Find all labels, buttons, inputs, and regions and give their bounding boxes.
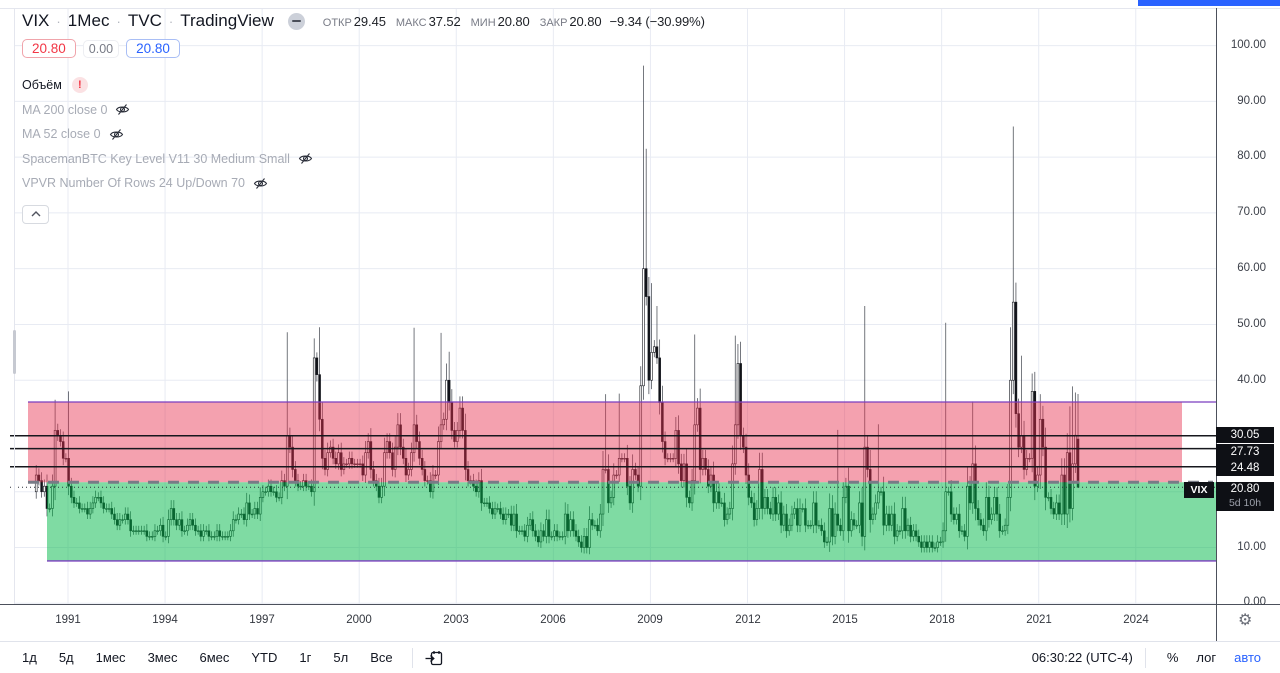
year-tick: 2021	[1026, 614, 1052, 626]
timeframe-label[interactable]: 1Мес	[67, 11, 110, 30]
provider-label[interactable]: TradingView	[180, 11, 274, 30]
open-value: 29.45	[353, 13, 386, 29]
close-value: 20.80	[569, 13, 602, 29]
indicator-label: Объём	[22, 78, 62, 93]
indicator-row-ma200[interactable]: MA 200 close 0	[22, 98, 705, 123]
price-tick: 80.00	[1237, 150, 1266, 162]
ohlc-values: ОТКР 29.45 МАКС 37.52 МИН 20.80 ЗАКР 20.80 −…	[323, 14, 705, 29]
buy-price-button[interactable]: 20.80	[126, 39, 180, 58]
price-tick: 90.00	[1237, 95, 1266, 107]
key-level-label: 30.05	[1216, 427, 1274, 443]
session-clock[interactable]: 06:30:22 (UTC-4)	[1031, 650, 1133, 665]
year-tick: 1997	[249, 614, 275, 626]
year-tick: 2012	[735, 614, 761, 626]
price-scale-settings-gear-icon[interactable]: ⚙	[1238, 612, 1253, 629]
range-3m-button[interactable]: 3мес	[147, 650, 178, 665]
open-label: ОТКР	[322, 16, 352, 29]
collapse-legend-icon[interactable]	[287, 12, 305, 30]
separator-dot: ·	[168, 13, 174, 29]
eye-hidden-icon[interactable]	[115, 102, 130, 117]
support-zone-overlay	[47, 482, 1217, 561]
indicator-row-volume[interactable]: Объём !	[22, 73, 705, 98]
go-to-date-button[interactable]	[421, 646, 447, 670]
exchange-label[interactable]: TVC	[127, 11, 162, 30]
high-label: МАКС	[395, 16, 427, 29]
year-tick: 2018	[929, 614, 955, 626]
low-value: 20.80	[497, 13, 530, 29]
indicator-label: VPVR Number Of Rows 24 Up/Down 70	[22, 176, 246, 191]
price-tick: 40.00	[1237, 374, 1266, 386]
year-tick: 2024	[1123, 614, 1149, 626]
high-value: 37.52	[428, 13, 461, 29]
eye-hidden-icon[interactable]	[109, 127, 124, 142]
year-tick: 2006	[540, 614, 566, 626]
toolbar-divider	[1144, 647, 1146, 668]
year-tick: 2000	[346, 614, 372, 626]
change-value: −9.34 (−30.99%)	[609, 13, 705, 29]
indicator-label: MA 52 close 0	[22, 127, 101, 142]
auto-scale-button[interactable]: авто	[1234, 650, 1261, 665]
price-tick: 10.00	[1237, 541, 1266, 553]
chart-legend: VIX · 1Мес · TVC · TradingView ОТКР 29.45…	[22, 10, 705, 224]
last-price-label: 20.80 5d 10h	[1216, 482, 1274, 511]
close-label: ЗАКР	[539, 16, 568, 29]
indicator-label: SpacemanBTC Key Level V11 30 Medium Smal…	[22, 151, 290, 166]
eye-hidden-icon[interactable]	[298, 151, 313, 166]
range-5y-button[interactable]: 5л	[333, 650, 349, 665]
indicator-row-vpvr[interactable]: VPVR Number Of Rows 24 Up/Down 70	[22, 171, 705, 196]
low-label: МИН	[470, 16, 496, 29]
symbol-title[interactable]: VIX	[22, 11, 50, 30]
spread-value: 0.00	[82, 39, 120, 58]
toolbar-divider	[411, 647, 413, 668]
range-1m-button[interactable]: 1мес	[95, 650, 126, 665]
price-tick: 50.00	[1237, 318, 1266, 330]
range-all-button[interactable]: Все	[370, 650, 393, 665]
volume-error-icon[interactable]: !	[71, 77, 88, 94]
year-tick: 2009	[637, 614, 663, 626]
indicator-row-keylevel[interactable]: SpacemanBTC Key Level V11 30 Medium Smal…	[22, 147, 705, 172]
range-1y-button[interactable]: 1г	[299, 650, 312, 665]
last-price-value: 20.80	[1230, 483, 1260, 495]
indicator-label: MA 200 close 0	[22, 102, 108, 117]
year-tick: 1994	[152, 614, 178, 626]
price-tick: 0.00	[1243, 596, 1266, 608]
sell-price-button[interactable]: 20.80	[22, 39, 76, 58]
range-1d-button[interactable]: 1д	[22, 650, 37, 665]
indicator-row-ma52[interactable]: MA 52 close 0	[22, 122, 705, 147]
price-tick: 100.00	[1230, 39, 1266, 51]
separator-dot: ·	[56, 13, 61, 29]
key-level-label: 24.48	[1216, 460, 1274, 476]
year-tick: 2015	[832, 614, 858, 626]
resistance-zone-overlay	[28, 401, 1182, 483]
price-tick: 60.00	[1237, 262, 1266, 274]
calendar-arrow-icon	[425, 650, 442, 665]
eye-hidden-icon[interactable]	[253, 176, 268, 191]
left-panel-resize-handle[interactable]	[13, 330, 16, 374]
log-scale-button[interactable]: лог	[1196, 650, 1217, 665]
range-6m-button[interactable]: 6мес	[199, 650, 230, 665]
price-tick: 70.00	[1237, 206, 1266, 218]
separator-dot: ·	[116, 13, 121, 29]
year-tick: 2003	[443, 614, 469, 626]
chevron-up-icon	[31, 211, 40, 217]
bottom-toolbar: 1д 5д 1мес 3мес 6мес YTD 1г 5л Все 06:30…	[0, 641, 1280, 673]
range-ytd-button[interactable]: YTD	[251, 650, 278, 665]
collapse-indicators-button[interactable]	[22, 204, 49, 224]
top-loading-bar	[1138, 0, 1280, 6]
chart-frame	[0, 8, 1280, 641]
key-level-label: 27.73	[1216, 444, 1274, 460]
last-price-symbol-tag: VIX	[1184, 482, 1214, 498]
percent-scale-button[interactable]: %	[1166, 650, 1179, 665]
year-tick: 1991	[55, 614, 81, 626]
bar-countdown: 5d 10h	[1228, 497, 1262, 509]
key-level-lines	[10, 401, 1216, 562]
range-5d-button[interactable]: 5д	[58, 650, 74, 665]
